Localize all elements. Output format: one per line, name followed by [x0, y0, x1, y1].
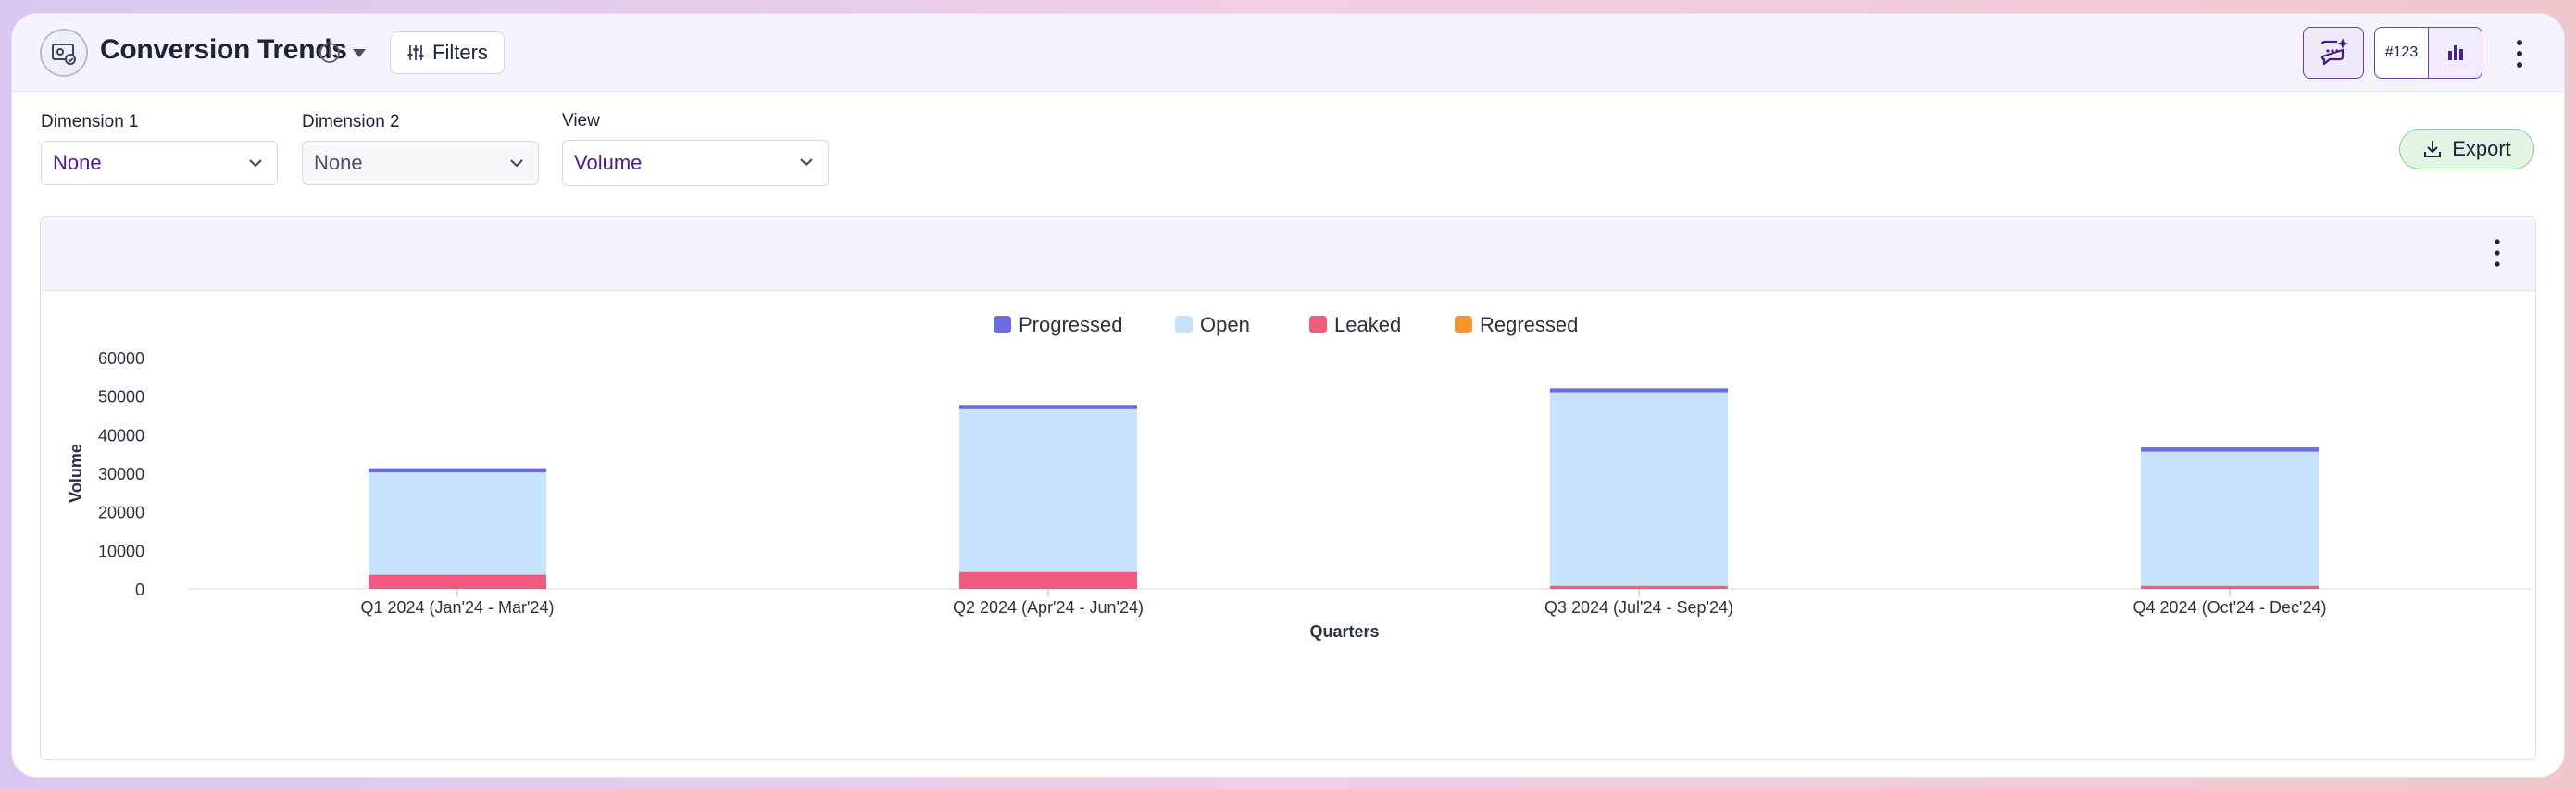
x-tick-label: Q3 2024 (Jul'24 - Sep'24) [1544, 598, 1733, 617]
dimension2-value: None [314, 151, 363, 174]
kebab-menu-icon[interactable] [2491, 237, 2504, 269]
y-tick-label: 10000 [98, 542, 144, 560]
x-tick-label: Q1 2024 (Jan'24 - Mar'24) [361, 598, 555, 617]
app-window: Conversion Trends Filters [11, 13, 2565, 778]
y-tick-label: 60000 [98, 349, 144, 368]
x-axis-label: Quarters [1309, 622, 1379, 641]
y-tick-label: 0 [135, 581, 144, 599]
dimension1-value: None [53, 151, 102, 174]
view-toggle: #123 [2374, 27, 2482, 79]
legend-swatch-progressed [994, 316, 1011, 333]
bar-open-2 [959, 408, 1137, 572]
export-button[interactable]: Export [2399, 129, 2534, 169]
legend-label-regressed: Regressed [1480, 313, 1578, 336]
legend-swatch-leaked [1309, 316, 1327, 333]
x-tick-label: Q4 2024 (Oct'24 - Dec'24) [2133, 598, 2327, 617]
legend-label-open: Open [1200, 313, 1250, 336]
dimension1-select[interactable]: None [41, 141, 278, 185]
bar-leaked-3 [1550, 585, 1728, 589]
x-tick-label: Q2 2024 (Apr'24 - Jun'24) [953, 598, 1144, 617]
info-icon[interactable] [319, 42, 341, 64]
bar-chart-icon [2447, 45, 2463, 60]
kebab-menu-icon[interactable] [2512, 38, 2527, 69]
view-label: View [562, 111, 600, 131]
bar-progressed-2 [959, 405, 1137, 409]
stacked-bar-chart: Progressed Open Leaked Regressed 0 10000 20000… [67, 313, 2532, 641]
chevron-down-icon [249, 159, 262, 168]
ai-chat-button[interactable] [2303, 27, 2364, 79]
legend-label-leaked: Leaked [1334, 313, 1401, 336]
chevron-down-icon [510, 159, 523, 168]
bar-leaked-1 [369, 574, 546, 589]
ai-chat-sparkle-icon [2320, 38, 2348, 66]
number-view-toggle[interactable]: #123 [2375, 28, 2429, 78]
y-tick-label: 40000 [98, 426, 144, 445]
chart-card: Progressed Open Leaked Regressed 0 10000 20000… [40, 216, 2536, 760]
y-tick-label: 50000 [98, 388, 144, 407]
bar-progressed-3 [1550, 388, 1728, 393]
y-axis-label: Volume [67, 444, 85, 503]
filters-label: Filters [432, 41, 488, 64]
bar-leaked-2 [959, 571, 1137, 589]
bar-progressed-4 [2141, 447, 2319, 452]
bar-leaked-4 [2141, 585, 2319, 589]
download-icon [2424, 141, 2442, 157]
sliders-icon [407, 45, 424, 60]
y-tick-label: 30000 [98, 465, 144, 483]
chart-view-toggle[interactable] [2429, 28, 2482, 78]
chart-card-header [41, 217, 2535, 291]
bar-open-3 [1550, 392, 1728, 586]
dimension1-label: Dimension 1 [41, 112, 139, 132]
legend-swatch-open [1175, 316, 1193, 333]
dimension2-label: Dimension 2 [302, 112, 400, 132]
legend-label-progressed: Progressed [1019, 313, 1123, 336]
chevron-down-icon [800, 158, 813, 167]
export-label: Export [2452, 137, 2511, 160]
view-select[interactable]: Volume [562, 140, 829, 186]
bar-open-1 [369, 472, 546, 575]
filters-button[interactable]: Filters [390, 31, 505, 74]
caret-down-icon[interactable] [350, 45, 369, 60]
page-title: Conversion Trends [100, 34, 347, 65]
legend-swatch-regressed [1455, 316, 1472, 333]
bar-open-4 [2141, 451, 2319, 586]
chart-widget-icon [40, 29, 88, 77]
dimension2-select[interactable]: None [302, 141, 539, 185]
widget-header: Conversion Trends Filters [12, 14, 2564, 92]
y-tick-label: 20000 [98, 504, 144, 522]
view-value: Volume [574, 151, 643, 174]
bar-progressed-1 [369, 468, 546, 473]
